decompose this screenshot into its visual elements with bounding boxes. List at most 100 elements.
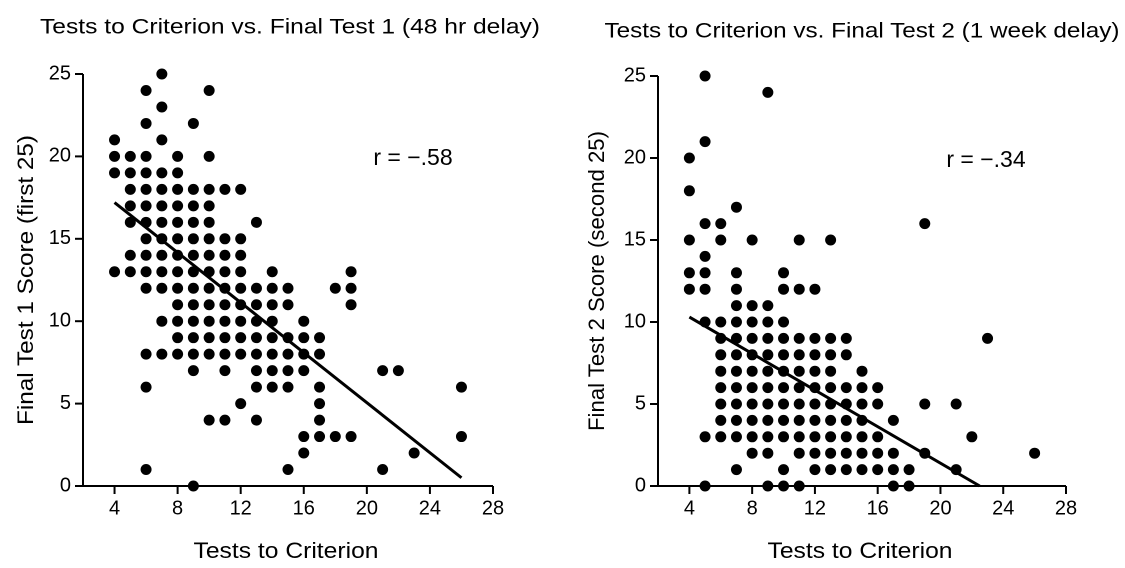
point xyxy=(778,414,790,426)
point xyxy=(872,431,884,443)
point xyxy=(887,414,899,426)
point xyxy=(392,365,404,377)
point xyxy=(187,117,199,129)
point xyxy=(298,447,310,459)
chart: Tests to Criterion vs. Final Test 2 (1 w… xyxy=(584,20,1120,563)
point xyxy=(778,267,790,279)
point xyxy=(156,282,168,294)
point xyxy=(250,216,262,228)
point xyxy=(140,167,152,179)
point xyxy=(730,349,742,361)
point xyxy=(746,414,758,426)
point xyxy=(377,365,389,377)
point xyxy=(314,398,326,410)
point xyxy=(715,382,727,394)
point xyxy=(172,299,184,311)
point xyxy=(172,332,184,344)
point xyxy=(809,365,821,377)
point xyxy=(762,398,774,410)
point xyxy=(730,300,742,312)
point xyxy=(825,365,837,377)
y-tick-label: 0 xyxy=(60,474,71,496)
point xyxy=(203,183,215,195)
point xyxy=(203,299,215,311)
x-tick-label: 28 xyxy=(1055,497,1077,519)
point xyxy=(219,365,231,377)
point xyxy=(793,234,805,246)
point xyxy=(266,348,278,360)
point xyxy=(730,382,742,394)
point xyxy=(887,447,899,459)
x-tick-label: 24 xyxy=(992,497,1014,519)
point xyxy=(109,150,121,162)
point xyxy=(345,431,357,443)
y-tick-label: 5 xyxy=(635,392,646,414)
point xyxy=(172,200,184,212)
x-axis-label: Tests to Criterion xyxy=(768,538,953,563)
point xyxy=(124,200,136,212)
point xyxy=(156,68,168,80)
y-tick-label: 5 xyxy=(60,392,71,414)
point xyxy=(203,315,215,327)
point xyxy=(187,216,199,228)
point xyxy=(730,316,742,328)
point xyxy=(235,398,247,410)
point xyxy=(746,332,758,344)
point xyxy=(345,299,357,311)
x-tick-label: 16 xyxy=(867,497,889,519)
point xyxy=(124,183,136,195)
point xyxy=(455,381,467,393)
point xyxy=(172,167,184,179)
point xyxy=(683,283,695,295)
point xyxy=(825,349,837,361)
point xyxy=(187,200,199,212)
point xyxy=(730,464,742,476)
point xyxy=(235,282,247,294)
point xyxy=(172,282,184,294)
x-tick-label: 20 xyxy=(356,497,378,519)
point xyxy=(219,249,231,261)
point xyxy=(762,447,774,459)
point xyxy=(282,464,294,476)
point xyxy=(140,282,152,294)
point xyxy=(156,249,168,261)
point xyxy=(730,201,742,213)
point xyxy=(982,332,994,344)
point xyxy=(919,218,931,230)
point xyxy=(203,216,215,228)
point xyxy=(762,332,774,344)
point xyxy=(172,249,184,261)
point xyxy=(172,348,184,360)
point xyxy=(203,348,215,360)
point xyxy=(266,282,278,294)
point xyxy=(872,398,884,410)
point xyxy=(140,464,152,476)
point xyxy=(730,431,742,443)
point xyxy=(856,382,868,394)
y-tick-label: 15 xyxy=(624,228,646,250)
y-axis-label: Final Test 1 Score (first 25) xyxy=(13,135,38,425)
point xyxy=(856,447,868,459)
point xyxy=(746,300,758,312)
point xyxy=(235,315,247,327)
point xyxy=(298,431,310,443)
point xyxy=(746,365,758,377)
point xyxy=(762,365,774,377)
point xyxy=(187,249,199,261)
point xyxy=(219,315,231,327)
point xyxy=(140,381,152,393)
point xyxy=(187,282,199,294)
point xyxy=(298,315,310,327)
point xyxy=(156,183,168,195)
point xyxy=(172,315,184,327)
point xyxy=(699,480,711,492)
point xyxy=(762,316,774,328)
point xyxy=(746,431,758,443)
point xyxy=(203,249,215,261)
point xyxy=(715,316,727,328)
point xyxy=(730,414,742,426)
point xyxy=(124,216,136,228)
point xyxy=(699,283,711,295)
point xyxy=(919,398,931,410)
point xyxy=(172,183,184,195)
